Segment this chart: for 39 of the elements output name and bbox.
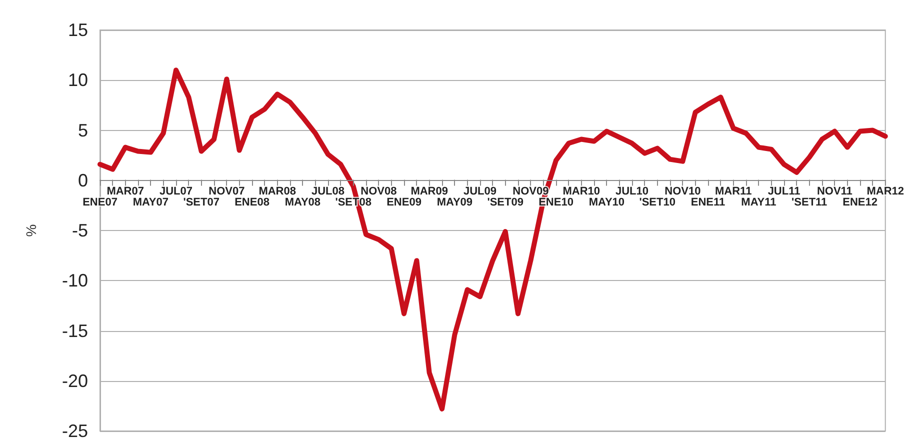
y-tick-label: -10 [62,270,88,291]
y-tick-label: 10 [68,70,88,90]
x-tick-label: MAY09 [436,196,473,208]
x-tick-label: ENE07 [82,196,118,208]
x-tick-label: NOV08 [360,185,397,198]
x-tick-label: ENE12 [842,196,878,208]
x-tick-label: 'SET09 [487,196,524,208]
x-tick-label: 'SET11 [792,196,828,208]
x-tick-label: MAR11 [715,185,752,198]
x-tick-label: JUL07 [159,185,193,198]
x-tick-label: ENE11 [690,196,726,208]
x-tick-label: 'SET10 [639,196,676,208]
y-tick-label: -15 [62,320,88,341]
x-tick-label: NOV11 [816,185,852,198]
x-tick-label: MAY07 [132,196,169,208]
x-tick-label: JUL10 [616,185,649,198]
x-tick-label: MAY11 [741,196,776,208]
x-tick-label: MAR12 [866,185,904,198]
x-tick-label: MAY08 [284,196,321,208]
y-tick-label: -5 [72,220,88,240]
x-tick-label: JUL08 [311,185,345,198]
x-tick-label: JUL11 [768,185,800,198]
x-tick-label: MAR10 [562,185,600,198]
x-tick-label: MAR09 [410,185,448,198]
x-tick-label: MAR07 [106,185,144,198]
x-tick-label: NOV10 [664,185,701,198]
x-tick-label: ENE09 [386,196,422,208]
y-tick-label: 15 [68,20,88,40]
y-tick-label: -20 [62,370,88,391]
x-tick-label: NOV07 [208,185,245,198]
x-tick-label: JUL09 [463,185,497,198]
y-tick-label: -25 [62,421,88,441]
x-tick-label: MAY10 [588,196,625,208]
x-tick-label: 'SET07 [183,196,220,208]
y-axis-title: % [23,224,39,237]
y-tick-label: 5 [78,120,88,140]
x-tick-label: MAR08 [258,185,296,198]
x-tick-label: ENE08 [234,196,270,208]
y-tick-label: 0 [78,170,88,190]
